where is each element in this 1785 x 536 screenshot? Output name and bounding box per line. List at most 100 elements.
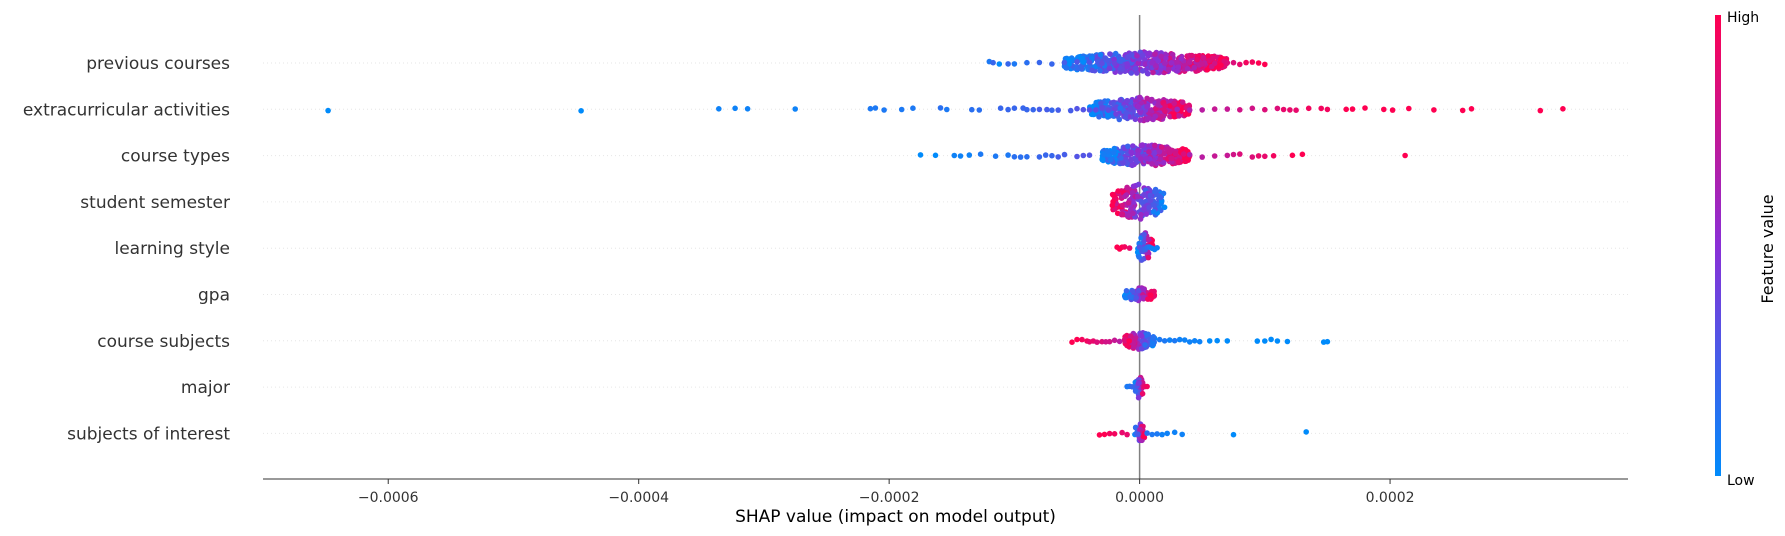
shap-point (1146, 115, 1152, 121)
shap-point (1143, 155, 1150, 162)
shap-point (1120, 160, 1126, 166)
shap-point (1262, 61, 1268, 68)
shap-point (1099, 60, 1105, 67)
shap-point (1079, 55, 1086, 62)
shap-point (1249, 105, 1256, 112)
x-tick-label: 0.0002 (1366, 490, 1415, 506)
shap-point (1132, 424, 1139, 431)
shap-point (1123, 192, 1130, 198)
shap-point (1074, 59, 1080, 65)
shap-point (1078, 63, 1085, 69)
shap-point (1218, 62, 1224, 69)
shap-point (1158, 144, 1165, 150)
shap-point (1255, 153, 1262, 159)
shap-point (992, 153, 999, 159)
shap-point (1123, 110, 1130, 116)
shap-point (1161, 150, 1167, 156)
shap-point (1167, 103, 1173, 109)
x-tick-label: 0.0000 (1115, 490, 1164, 506)
shap-point (1280, 106, 1287, 113)
feature-labels: previous courses extracurricular activiti… (23, 54, 230, 444)
shap-point (1074, 336, 1080, 343)
shap-point (1049, 107, 1055, 113)
shap-point (1175, 159, 1182, 166)
feature-row (1069, 330, 1331, 352)
shap-point (1249, 59, 1256, 65)
shap-point (1152, 189, 1158, 195)
colorbar: High Low Feature value (1715, 10, 1777, 489)
shap-point (1124, 61, 1130, 67)
shap-point (1133, 294, 1139, 301)
shap-point (881, 107, 887, 113)
shap-point (1196, 338, 1203, 345)
x-axis-title: SHAP value (impact on model output) (735, 507, 1056, 527)
shap-point (1134, 156, 1140, 163)
shap-point (1154, 245, 1160, 251)
shap-point (1268, 336, 1274, 343)
shap-point (1127, 106, 1133, 112)
shap-point (1156, 149, 1163, 155)
shap-point (1211, 106, 1218, 112)
feature-label: learning style (114, 239, 230, 259)
shap-point (1159, 431, 1165, 438)
shap-point (1149, 59, 1155, 66)
shap-point (1389, 107, 1396, 113)
shap-point (1113, 111, 1119, 117)
shap-point (1121, 336, 1128, 343)
shap-point (1137, 94, 1143, 101)
shap-point (1186, 151, 1193, 158)
shap-point (1274, 338, 1281, 344)
shap-point (1128, 149, 1134, 155)
shap-point (1237, 151, 1243, 157)
shap-point (1171, 337, 1178, 344)
shap-point (1243, 59, 1249, 66)
shap-point (1262, 153, 1268, 160)
shap-point (997, 105, 1004, 111)
shap-point (1126, 338, 1132, 344)
shap-point (1181, 337, 1188, 343)
shap-point (1468, 106, 1475, 112)
shap-point (1560, 106, 1566, 112)
shap-point (1117, 58, 1124, 64)
shap-point (1098, 100, 1104, 107)
shap-point (1169, 155, 1175, 162)
shap-point (1135, 380, 1142, 387)
shap-point (1224, 60, 1231, 66)
shap-point (976, 107, 983, 113)
shap-point (867, 105, 874, 112)
shap-point (1080, 152, 1087, 159)
shap-point (1134, 53, 1140, 59)
shap-point (1211, 60, 1218, 67)
shap-point (898, 106, 905, 113)
feature-row (1096, 421, 1309, 444)
shap-point (1093, 107, 1099, 113)
shap-point (969, 106, 975, 113)
shap-point (1124, 97, 1130, 104)
shap-point (1168, 60, 1175, 66)
shap-point (1237, 107, 1243, 113)
shap-point (1191, 64, 1197, 71)
shap-point (1186, 339, 1193, 345)
shap-point (1431, 107, 1437, 113)
shap-point (1145, 254, 1152, 261)
shap-point (1145, 236, 1152, 243)
shap-point (1141, 206, 1147, 212)
shap-point (716, 106, 722, 112)
shap-point (1128, 70, 1135, 76)
shap-point (1157, 156, 1163, 163)
shap-point (1537, 107, 1544, 114)
shap-point (1318, 105, 1324, 112)
shap-point (1097, 51, 1104, 58)
shap-point (1230, 59, 1237, 66)
shap-point (1125, 200, 1132, 206)
shap-point (1024, 59, 1030, 66)
shap-point (1111, 60, 1118, 67)
shap-point (1179, 431, 1185, 438)
feature-label: major (181, 378, 230, 398)
shap-point (1139, 52, 1146, 58)
shap-point (1011, 105, 1018, 111)
shap-point (1199, 154, 1205, 160)
shap-point (578, 108, 584, 114)
feature-row (1114, 230, 1160, 263)
